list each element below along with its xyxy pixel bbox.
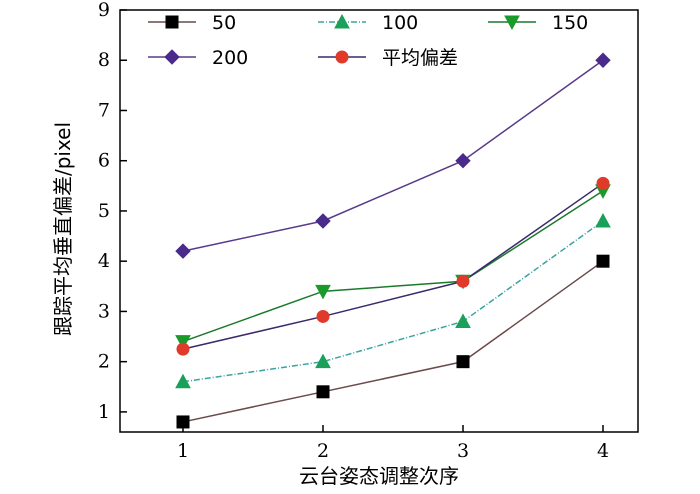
x-axis-ticks: 1 2 3 4 — [177, 425, 609, 462]
x-tick-label: 3 — [457, 440, 469, 462]
data-point-4-0 — [176, 342, 190, 356]
legend-label-2: 150 — [552, 12, 588, 34]
y-tick-label: 2 — [98, 351, 110, 373]
series-markers — [175, 52, 611, 429]
plot-frame — [119, 9, 639, 433]
data-point-1-1 — [315, 353, 331, 369]
y-tick-label: 6 — [98, 150, 110, 172]
plot-border — [119, 9, 639, 433]
data-point-0-2 — [456, 355, 470, 369]
y-tick-label: 1 — [98, 401, 110, 423]
y-axis-ticks: 1 2 3 4 5 6 7 8 9 — [98, 0, 127, 423]
x-tick-label: 2 — [317, 440, 329, 462]
data-point-4-1 — [316, 309, 330, 323]
x-tick-label: 1 — [177, 440, 189, 462]
legend-label-1: 100 — [382, 12, 418, 34]
y-tick-label: 7 — [98, 99, 110, 121]
data-point-0-0 — [176, 415, 190, 429]
series-lines — [182, 59, 604, 423]
data-point-3-2 — [455, 153, 471, 169]
legend-label-0: 50 — [212, 12, 236, 34]
data-point-3-0 — [175, 243, 191, 259]
data-point-3-1 — [315, 213, 331, 229]
series-line-0 — [182, 260, 604, 423]
legend-label-3: 200 — [212, 47, 248, 69]
y-tick-label: 4 — [98, 250, 110, 272]
y-tick-label: 8 — [98, 49, 110, 71]
data-point-1-3 — [595, 212, 611, 228]
legend-marker-1 — [334, 13, 350, 29]
data-point-0-3 — [596, 254, 610, 268]
data-point-0-1 — [316, 385, 330, 399]
data-point-4-2 — [456, 274, 470, 288]
data-point-2-0 — [175, 335, 191, 350]
series-line-2 — [182, 190, 604, 343]
series-line-3 — [182, 59, 604, 252]
legend-marker-4 — [335, 50, 349, 64]
data-point-2-1 — [315, 284, 331, 300]
y-axis-title: 跟踪平均垂直偏差/pixel — [51, 122, 75, 336]
data-point-3-3 — [595, 52, 611, 68]
data-point-1-2 — [455, 313, 471, 328]
series-line-1 — [182, 220, 604, 383]
legend-marker-2 — [504, 15, 520, 31]
data-point-1-0 — [175, 373, 191, 389]
legend-marker-0 — [165, 15, 179, 29]
y-tick-label: 5 — [98, 200, 110, 222]
data-point-4-3 — [596, 176, 610, 190]
x-axis-title: 云台姿态调整次序 — [299, 464, 459, 488]
legend-marker-3 — [164, 49, 180, 65]
series-line-4 — [182, 182, 604, 350]
x-tick-label: 4 — [597, 440, 609, 462]
legend-label-4: 平均偏差 — [382, 47, 458, 69]
legend: 50 100 150 200 平均偏差 — [148, 12, 588, 69]
y-tick-label: 9 — [98, 0, 110, 21]
y-tick-label: 3 — [98, 300, 110, 322]
